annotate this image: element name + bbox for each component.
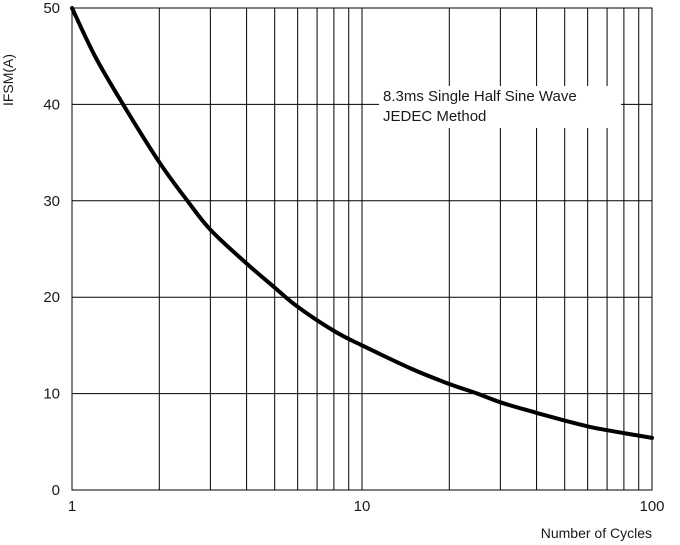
y-tick-label: 0 — [52, 482, 60, 499]
y-tick-label: 50 — [43, 0, 60, 17]
y-tick-label: 10 — [43, 386, 60, 403]
x-tick-labels: 1 10 100 — [68, 498, 665, 515]
y-tick-labels: 0 10 20 30 40 50 — [43, 0, 60, 499]
ifsm-curve — [70, 6, 654, 440]
y-axis-label: IFSM(A) — [0, 54, 16, 106]
annotation-line-1: 8.3ms Single Half Sine Wave — [383, 88, 577, 105]
grid — [72, 8, 652, 490]
y-tick-label: 40 — [43, 96, 60, 113]
curve-layer — [70, 6, 654, 440]
annotation-background — [379, 86, 621, 128]
y-tick-label: 20 — [43, 289, 60, 306]
x-tick-label: 10 — [354, 498, 371, 515]
y-tick-label: 30 — [43, 193, 60, 210]
x-tick-label: 1 — [68, 498, 76, 515]
x-axis-label: Number of Cycles — [541, 525, 652, 541]
plot-frame — [71, 7, 653, 491]
x-tick-label: 100 — [639, 498, 664, 515]
annotation-line-2: JEDEC Method — [383, 108, 486, 125]
